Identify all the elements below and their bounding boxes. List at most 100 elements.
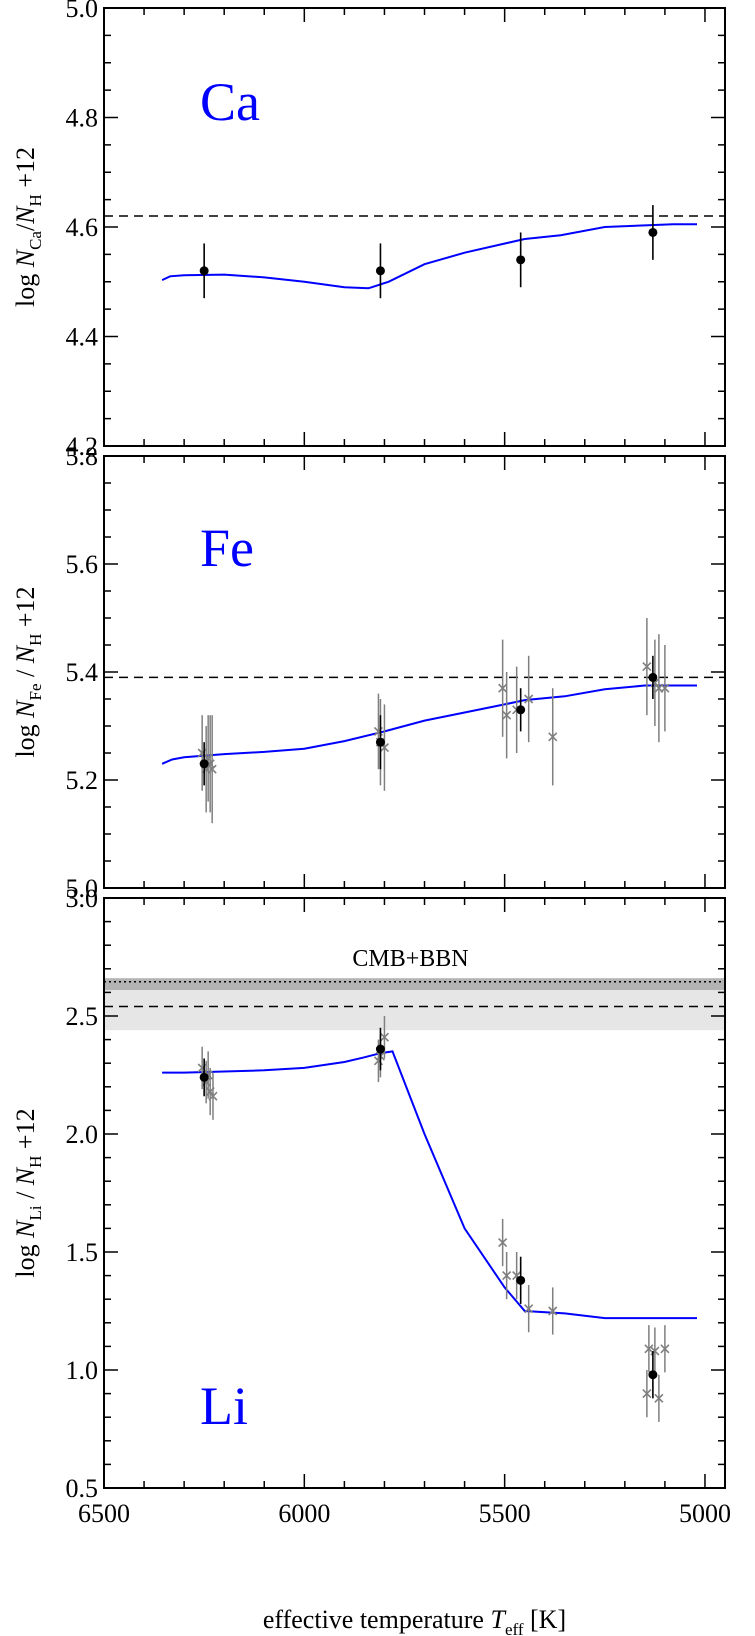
x-tick-label: 6000 [278,1499,330,1528]
model-curve [161,223,697,290]
y-tick-label: 4.6 [66,213,99,242]
star-dot-marker [516,705,526,715]
star-mean-point [375,243,385,299]
star-dot-marker [516,255,526,265]
line-abundance-point [379,704,390,791]
line-abundance-point [512,1252,522,1300]
panel-fe: 5.0 5.2 5.4 5.6 5.8 Fe log NFe / NH +12 [11,442,726,903]
line-abundance-point [502,1252,512,1300]
star-dot-marker [648,672,658,682]
star-dot-marker [375,1044,385,1054]
y-tick-label: 0.5 [66,1474,99,1503]
line-abundance-point [379,1016,390,1059]
line-cross-marker [654,1393,664,1403]
model-curve [162,1050,697,1320]
panel-ca: 4.2 4.4 4.6 4.8 5.0 Ca log NCa/NH +12 [11,0,726,461]
panel-frame [103,897,726,1489]
line-cross-marker [524,1304,534,1314]
star-dot-marker [199,266,209,276]
y-tick-label: 1.5 [66,1238,99,1267]
y-tick-label: 5.6 [66,550,99,579]
star-dot-marker [199,759,209,769]
line-abundance-point [654,634,664,743]
line-cross-marker [660,1344,670,1354]
star-dot-marker [516,1275,526,1285]
y-tick-label: 2.5 [66,1002,99,1031]
element-label-fe: Fe [200,518,254,578]
line-abundance-point [208,1072,218,1120]
model-curve [161,684,697,765]
band-label: CMB+BBN [352,946,468,972]
line-abundance-point [660,645,670,732]
star-mean-point [516,1256,526,1304]
line-cross-marker [642,1389,652,1399]
x-axis-label: effective temperature Teff [K] [263,1605,566,1636]
star-dot-marker [648,1370,658,1380]
star-dot-marker [375,266,385,276]
y-tick-label: 4.2 [66,432,99,461]
line-cross-marker [502,1271,512,1281]
star-mean-point [375,715,385,770]
line-cross-marker [660,683,670,693]
y-tick-label: 1.0 [66,1356,99,1385]
star-mean-point [516,232,526,288]
line-abundance-point [642,1370,652,1418]
y-axis-label: log NCa/NH +12 [11,147,45,307]
line-abundance-point [654,1374,664,1422]
y-tick-label: 3.0 [66,884,99,913]
line-cross-marker [548,732,558,742]
line-cross-marker [207,764,217,774]
star-mean-point [199,1058,209,1097]
line-abundance-point [203,715,213,802]
line-abundance-point [524,655,534,743]
star-mean-point [648,655,658,699]
line-cross-marker [498,1237,508,1248]
y-tick-label: 5.0 [66,874,99,903]
y-tick-label: 5.0 [66,0,99,23]
star-mean-point [648,1351,658,1399]
line-abundance-point [498,639,508,737]
x-tick-label: 5500 [479,1499,531,1528]
y-tick-label: 4.4 [66,323,99,352]
star-mean-point [516,688,526,732]
line-abundance-point [502,672,512,759]
star-dot-marker [375,737,385,747]
line-cross-marker [548,1306,558,1316]
y-axis-label: log NFe / NH +12 [11,586,45,757]
line-abundance-point [207,715,217,824]
line-cross-marker [208,1091,218,1101]
line-abundance-point [642,618,652,716]
line-abundance-point [660,1325,670,1373]
x-tick-label: 5000 [679,1499,731,1528]
line-cross-marker [644,1344,654,1354]
line-abundance-point [524,1285,534,1333]
line-abundance-point [644,1325,654,1373]
line-abundance-point [548,688,558,786]
y-tick-label: 5.2 [66,766,99,795]
y-axis-label: log NLi / NH +12 [11,1108,45,1277]
cmb-bbn-band-inner [104,978,725,991]
y-tick-label: 2.0 [66,1120,99,1149]
element-label-li: Li [200,1376,248,1436]
x-tick-label: 6500 [78,1499,130,1528]
panel-frame [103,7,726,447]
star-mean-point [199,243,209,299]
element-label-ca: Ca [200,72,260,132]
star-mean-point [199,742,209,786]
star-mean-point [648,205,658,260]
line-cross-marker [379,1032,390,1042]
y-tick-label: 5.8 [66,442,99,471]
line-cross-marker [524,694,534,704]
line-cross-marker [642,662,652,672]
y-tick-label: 4.8 [66,104,99,133]
star-mean-point [375,1027,385,1071]
panel-frame [103,455,726,889]
panel-li: CMB+BBN 0.5 1.0 1.5 2.0 2.5 3.0 Li log NLi / NH … [11,884,726,1503]
y-tick-label: 5.4 [66,658,99,687]
line-abundance-point [498,1218,508,1267]
line-cross-marker [498,683,508,693]
line-cross-marker [502,710,512,720]
star-dot-marker [199,1072,209,1082]
star-dot-marker [648,227,658,237]
